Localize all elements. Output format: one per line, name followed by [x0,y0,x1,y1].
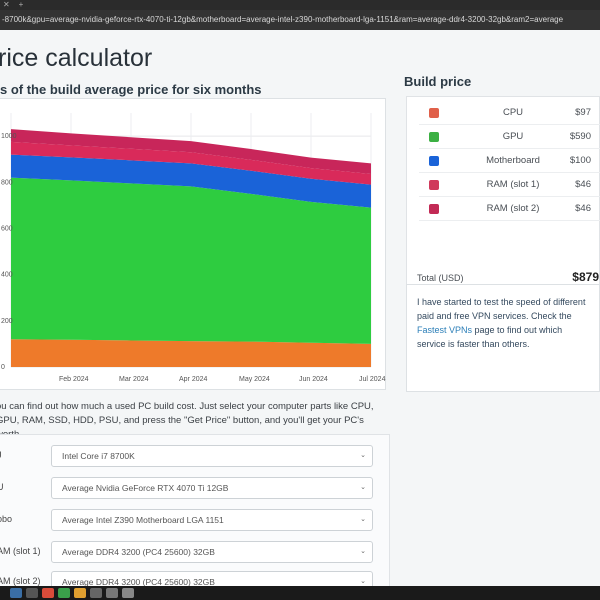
motherboard-swatch [429,156,439,166]
cpu-select[interactable]: Intel Core i7 8700K ⌄ [51,445,373,467]
x-tick-label: Jul 2024 [359,376,386,383]
build-price-table: CPU $97 GPU $590 Motherboard $100 RAM (s… [406,96,600,310]
area-series-gpu [11,177,371,344]
tab-close-icon[interactable]: ✕ [3,0,10,9]
price-row-cpu: CPU $97 [419,101,600,125]
y-tick-label: 800 [1,179,13,186]
app-icon[interactable] [90,588,102,598]
chart-heading: s of the build average price for six mon… [0,82,262,97]
x-tick-label: Apr 2024 [179,376,208,383]
app-icon[interactable] [58,588,70,598]
y-tick-label: 1000 [1,133,17,140]
settings-icon[interactable] [122,588,134,598]
cpu-label: J [0,450,2,460]
page-content: rice calculator s of the build average p… [0,30,600,586]
motherboard-select-value: Average Intel Z390 Motherboard LGA 1151 [62,515,224,525]
part-price: $590 [569,131,591,142]
price-row-ram-slot-2: RAM (slot 2) $46 [419,197,600,221]
form-row-motherboard: obo Average Intel Z390 Motherboard LGA 1… [0,509,389,531]
ram-slot-1-select[interactable]: Average DDR4 3200 (PC4 25600) 32GB ⌄ [51,541,373,563]
motherboard-label: obo [0,514,13,524]
y-tick-label: 0 [1,364,5,371]
form-row-cpu: J Intel Core i7 8700K ⌄ [0,445,389,467]
part-name: Motherboard [486,155,540,166]
chevron-down-icon: ⌄ [360,578,366,585]
y-tick-label: 600 [1,225,13,232]
price-row-gpu: GPU $590 [419,125,600,149]
ram-slot-2-select[interactable]: Average DDR4 3200 (PC4 25600) 32GB ⌄ [51,571,373,586]
vpn-note-text-start: I have started to test the speed of diff… [417,297,586,321]
price-history-chart-svg: 0 200 400 600 800 1000 Feb 2024 Mar 2024 Apr 202… [1,113,386,383]
price-row-ram-slot-1: RAM (slot 1) $46 [419,173,600,197]
form-row-ram-slot-1: AM (slot 1) Average DDR4 3200 (PC4 25600… [0,541,389,563]
area-series-ram-slot-2- [11,129,371,174]
area-series-cpu [11,339,371,367]
fastest-vpns-link[interactable]: Fastest VPNs [417,325,473,335]
x-tick-label: Jun 2024 [299,376,328,383]
new-tab-button[interactable]: + [18,0,24,9]
ram-slot-1-swatch [429,180,439,190]
x-tick-label: Mar 2024 [119,376,149,383]
part-name: GPU [502,131,524,142]
chevron-down-icon: ⌄ [360,452,366,459]
part-name: RAM (slot 1) [486,179,540,190]
gpu-label: U [0,482,4,492]
ram-slot-2-label: AM (slot 2) [0,576,41,586]
gpu-select[interactable]: Average Nvidia GeForce RTX 4070 Ti 12GB … [51,477,373,499]
ram-slot-1-select-value: Average DDR4 3200 (PC4 25600) 32GB [62,547,215,557]
motherboard-select[interactable]: Average Intel Z390 Motherboard LGA 1151 … [51,509,373,531]
app-icon[interactable] [106,588,118,598]
parts-form: J Intel Core i7 8700K ⌄ U Average Nvidia… [0,434,390,586]
cpu-select-value: Intel Core i7 8700K [62,451,135,461]
ram-slot-2-select-value: Average DDR4 3200 (PC4 25600) 32GB [62,577,215,586]
x-tick-label: May 2024 [239,376,270,383]
gpu-select-value: Average Nvidia GeForce RTX 4070 Ti 12GB [62,483,229,493]
build-price-title: Build price [404,74,472,89]
vpn-note: I have started to test the speed of diff… [406,284,600,392]
y-tick-label: 200 [1,318,13,325]
taskbar [0,586,600,600]
price-history-chart: 0 200 400 600 800 1000 Feb 2024 Mar 2024 Apr 202… [0,98,386,390]
folder-icon[interactable] [74,588,86,598]
chevron-down-icon: ⌄ [360,516,366,523]
y-tick-label: 400 [1,272,13,279]
form-row-ram-slot-2: AM (slot 2) Average DDR4 3200 (PC4 25600… [0,571,389,586]
x-tick-label: Feb 2024 [59,376,89,383]
part-price: $46 [575,203,591,214]
chevron-down-icon: ⌄ [360,484,366,491]
area-series-motherboard [11,154,371,208]
page-title: rice calculator [0,44,153,72]
total-label: Total (USD) [417,273,464,283]
part-price: $46 [575,179,591,190]
browser-icon[interactable] [42,588,54,598]
part-price: $97 [575,107,591,118]
windows-start-icon[interactable] [10,588,22,598]
ram-slot-2-swatch [429,204,439,214]
chevron-down-icon: ⌄ [360,548,366,555]
address-bar[interactable]: -8700k&gpu=average-nvidia-geforce-rtx-40… [0,10,600,30]
part-price: $100 [569,155,591,166]
cpu-swatch [429,108,439,118]
gpu-swatch [429,132,439,142]
area-series-ram-slot-1- [11,141,371,185]
price-row-motherboard: Motherboard $100 [419,149,600,173]
ram-slot-1-label: AM (slot 1) [0,546,41,556]
part-name: RAM (slot 2) [486,203,540,214]
address-bar-url: -8700k&gpu=average-nvidia-geforce-rtx-40… [2,15,564,24]
part-name: CPU [502,107,524,118]
browser-tab-strip: ✕ + [0,0,600,10]
vpn-note-text-end: page to find out which service is faster… [417,325,563,349]
total-value: $879 [572,270,599,284]
search-icon[interactable] [26,588,38,598]
form-row-gpu: U Average Nvidia GeForce RTX 4070 Ti 12G… [0,477,389,499]
